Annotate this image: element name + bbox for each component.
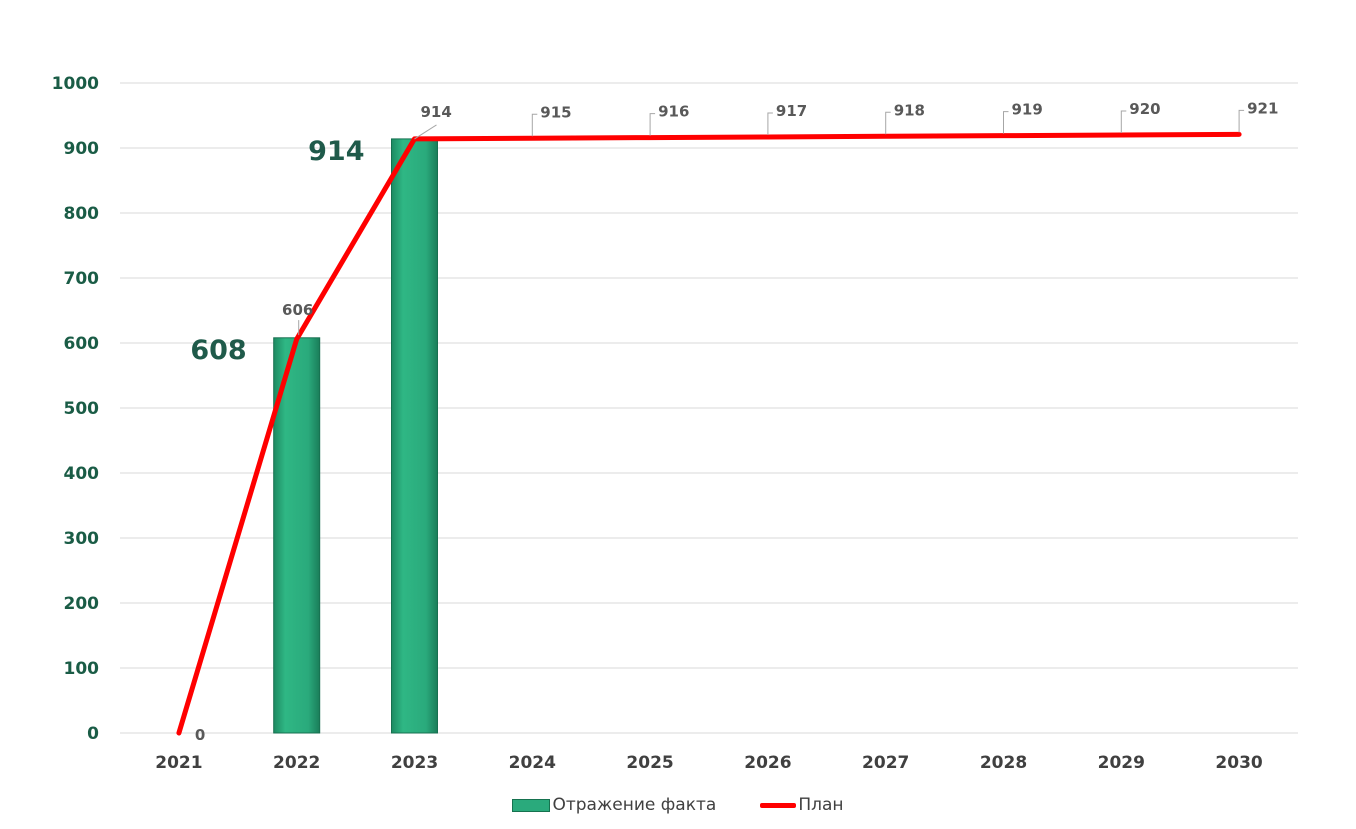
line-data-label: 919 (1012, 101, 1043, 119)
y-tick-label: 700 (64, 269, 100, 289)
line-series (176, 131, 1242, 736)
y-tick-label: 0 (87, 724, 99, 744)
x-tick-label: 2029 (1098, 753, 1145, 773)
x-tick-label: 2027 (862, 753, 909, 773)
line-data-label: 918 (894, 101, 925, 119)
leader-line (414, 124, 437, 140)
legend-label-plan: План (798, 795, 844, 815)
line-data-label: 914 (421, 103, 452, 121)
x-tick-label: 2022 (273, 753, 320, 773)
y-tick-label: 100 (64, 659, 100, 679)
leader-line (649, 113, 656, 136)
leader-line (531, 113, 538, 137)
x-tick-label: 2023 (391, 753, 438, 773)
x-axis-ticks: 2021 2022 2023 2024 2025 2026 2027 2028 2029 2030 (155, 753, 1263, 773)
legend-item-fact[interactable]: Отражение факта (512, 795, 716, 815)
bar (273, 337, 321, 734)
line-data-label: 917 (776, 102, 807, 120)
bar-data-label: 914 (308, 136, 364, 167)
y-tick-label: 1000 (52, 74, 99, 94)
line-data-label: 0 (195, 726, 205, 744)
leader-line (885, 111, 891, 135)
line-data-label: 915 (540, 103, 571, 121)
bar (391, 138, 438, 734)
line-data-label: 920 (1129, 100, 1160, 118)
y-tick-label: 400 (64, 464, 100, 484)
y-tick-label: 800 (64, 204, 100, 224)
leader-line (1003, 111, 1009, 134)
x-tick-label: 2021 (155, 753, 202, 773)
y-tick-label: 300 (64, 529, 100, 549)
y-tick-label: 500 (64, 399, 100, 419)
line-data-label: 921 (1247, 99, 1278, 117)
y-tick-label: 200 (64, 594, 100, 614)
y-axis-ticks: 0 100 200 300 400 500 600 700 800 900 1000 (52, 74, 99, 744)
leader-line (1238, 109, 1245, 133)
x-tick-label: 2026 (744, 753, 791, 773)
x-tick-label: 2028 (980, 753, 1027, 773)
bar-data-label: 608 (190, 335, 246, 366)
bar-series (273, 138, 438, 734)
y-tick-label: 900 (64, 139, 100, 159)
legend-label-fact: Отражение факта (552, 795, 717, 815)
legend-swatch-bar (512, 798, 551, 812)
leader-line (1120, 110, 1127, 133)
line-data-label: 916 (658, 103, 689, 121)
x-tick-label: 2024 (509, 753, 556, 773)
plan-line (176, 131, 1242, 736)
leader-line (767, 112, 773, 135)
x-tick-label: 2025 (626, 753, 673, 773)
legend: Отражение факта План (0, 795, 1356, 815)
y-tick-label: 600 (64, 334, 100, 354)
legend-swatch-line (760, 802, 797, 808)
x-tick-label: 2030 (1215, 753, 1262, 773)
line-data-label: 606 (282, 301, 313, 319)
data-labels: 608 914 0 606 914 915 916 917 918 919 920 921 (190, 99, 1278, 744)
legend-item-plan[interactable]: План (760, 795, 844, 815)
